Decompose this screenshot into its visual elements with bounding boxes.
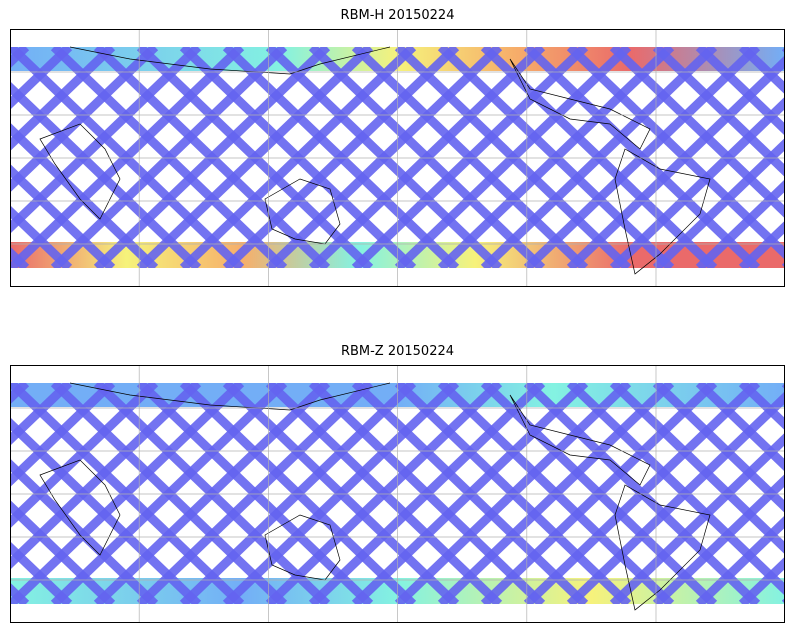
map-frame	[10, 29, 785, 287]
coastline	[69, 46, 391, 75]
track-desc	[523, 47, 761, 268]
track-desc	[609, 432, 785, 604]
panel-title-rbm-z: RBM-Z 20150224	[340, 344, 455, 359]
track-desc	[609, 96, 785, 268]
track-desc	[222, 47, 460, 268]
track-asc	[10, 205, 73, 268]
coastline	[264, 178, 341, 245]
track-desc	[480, 383, 718, 604]
track-desc	[437, 383, 675, 604]
track-desc	[480, 47, 718, 268]
track-asc	[10, 499, 116, 604]
track-desc	[652, 473, 785, 604]
track-desc	[136, 383, 374, 604]
track-desc	[222, 383, 460, 604]
coastline	[39, 123, 121, 220]
track-desc	[394, 383, 632, 604]
track-asc	[10, 163, 116, 268]
track-desc	[351, 383, 589, 604]
track-desc	[50, 47, 288, 268]
track-desc	[566, 391, 785, 604]
map-frame	[10, 365, 785, 623]
track-desc	[10, 47, 116, 152]
track-desc	[738, 220, 785, 268]
track-desc	[10, 47, 202, 234]
track-desc	[437, 47, 675, 268]
track-asc	[10, 541, 73, 604]
track-desc	[179, 383, 417, 604]
track-desc	[136, 47, 374, 268]
track-asc	[10, 582, 30, 604]
track-desc	[265, 47, 503, 268]
track-desc	[652, 137, 785, 268]
track-desc	[10, 383, 30, 405]
track-desc	[265, 383, 503, 604]
track-desc	[695, 515, 785, 604]
track-asc	[738, 383, 785, 431]
coastline	[509, 394, 651, 486]
track-desc	[10, 47, 245, 268]
track-desc	[738, 556, 785, 604]
track-desc	[351, 47, 589, 268]
track-desc	[523, 383, 761, 604]
track-desc	[10, 383, 245, 604]
track-desc	[179, 47, 417, 268]
coastline	[614, 484, 711, 611]
coastline	[509, 58, 651, 150]
map-canvas	[10, 365, 785, 623]
track-desc	[10, 383, 202, 570]
track-desc	[10, 47, 73, 110]
track-desc	[10, 383, 73, 446]
track-desc	[50, 383, 288, 604]
coastline	[39, 459, 121, 556]
track-desc	[308, 47, 546, 268]
coastline	[264, 514, 341, 581]
coastline	[69, 382, 391, 411]
track-desc	[566, 55, 785, 268]
track-desc	[10, 383, 159, 529]
track-desc	[93, 47, 331, 268]
track-asc	[695, 47, 785, 136]
track-desc	[93, 383, 331, 604]
panel-title-rbm-h: RBM-H 20150224	[340, 8, 455, 23]
map-panel-rbm-h	[10, 29, 785, 287]
map-canvas	[10, 29, 785, 287]
track-asc	[10, 246, 30, 268]
track-desc	[10, 47, 30, 69]
track-desc	[10, 47, 159, 193]
track-desc	[308, 383, 546, 604]
coastline	[614, 148, 711, 275]
track-asc	[695, 383, 785, 472]
map-panel-rbm-z	[10, 365, 785, 623]
track-desc	[394, 47, 632, 268]
track-desc	[695, 179, 785, 268]
track-desc	[10, 383, 116, 488]
track-asc	[738, 47, 785, 95]
